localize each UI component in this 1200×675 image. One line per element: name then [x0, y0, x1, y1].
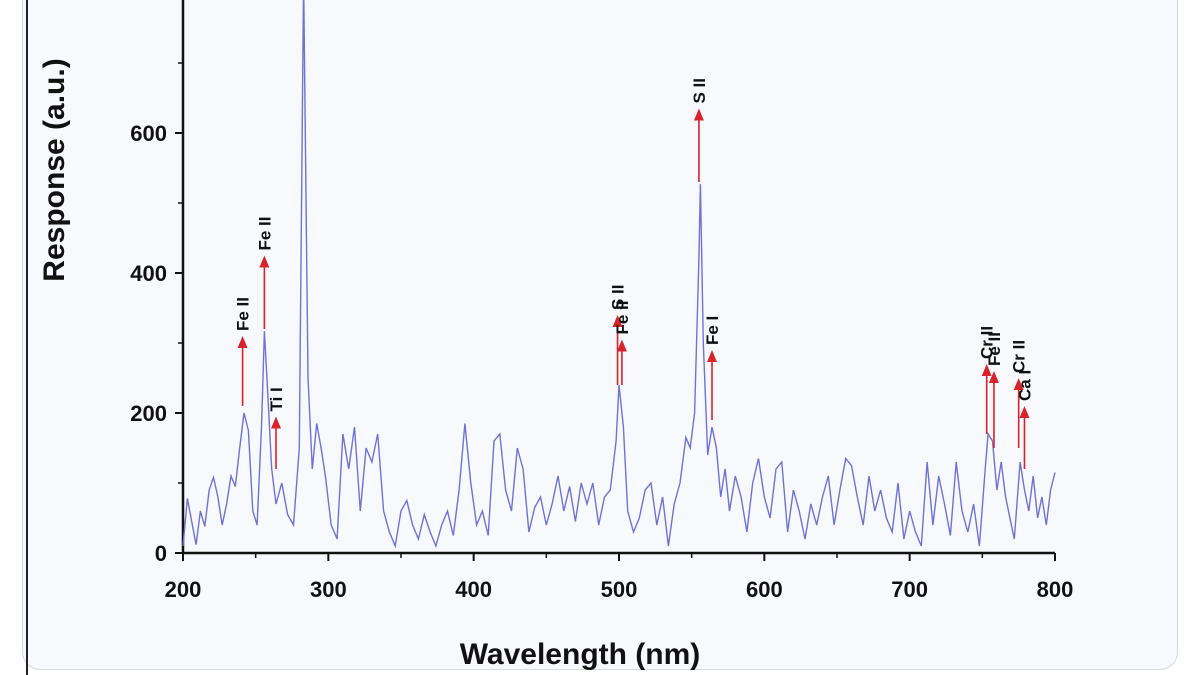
peak-label: Ti I	[267, 387, 286, 411]
x-tick-label: 400	[455, 577, 492, 602]
annotation-arrow-head	[693, 108, 704, 121]
peak-label: Fe II	[234, 297, 253, 331]
x-tick-label: 300	[310, 577, 347, 602]
peak-label: Fe II	[613, 300, 632, 334]
annotation-arrow-head	[616, 339, 627, 352]
thread-line	[26, 0, 28, 675]
peak-label: Fe I	[703, 316, 722, 345]
x-tick-label: 600	[746, 577, 783, 602]
peak-label: Cr II	[1010, 340, 1029, 373]
annotation-arrow-head	[1019, 406, 1030, 418]
peak-label: S II	[690, 78, 709, 104]
annotation-arrow-head	[1013, 378, 1024, 390]
peak-label: Fe II	[985, 332, 1004, 366]
peak-label: Cr II	[978, 326, 997, 359]
annotation-arrow-head	[612, 315, 623, 327]
peak-annotation: S II	[609, 284, 628, 385]
annotation-arrow-head	[981, 364, 992, 376]
y-tick-label: 200	[130, 401, 167, 426]
chart-axes: 200 300 400 500 600 700 800 0 200 400 600	[130, 0, 1073, 602]
annotation-arrow-head	[707, 350, 718, 362]
y-axis-title: Response (a.u.)	[38, 58, 71, 281]
peak-annotation: Fe II	[613, 300, 632, 385]
annotation-arrow-head	[271, 416, 282, 429]
peak-annotation: S II	[690, 78, 709, 182]
peak-annotation: Cr II	[1010, 340, 1029, 448]
x-tick-label: 800	[1037, 577, 1074, 602]
spectrum-line	[182, 0, 1056, 549]
peak-label: S II	[609, 284, 628, 310]
annotation-arrow-head	[259, 255, 270, 268]
y-tick-label: 600	[130, 121, 167, 146]
x-axis-title: Wavelength (nm)	[460, 638, 701, 671]
peak-annotation: Fe II	[234, 297, 253, 406]
peak-annotation: Ti I	[267, 387, 286, 469]
post-card	[22, 0, 1178, 670]
peak-annotation: Fe II	[255, 216, 274, 329]
peak-annotation: Ca I	[1015, 370, 1034, 469]
peak-annotation: Fe II	[985, 332, 1004, 448]
annotation-arrow-head	[988, 371, 999, 383]
x-tick-label: 200	[165, 577, 202, 602]
peak-label: Ca I	[1015, 370, 1034, 401]
x-tick-label: 500	[601, 577, 638, 602]
peak-annotation: Fe I	[703, 316, 722, 420]
y-tick-label: 400	[130, 261, 167, 286]
y-tick-label: 0	[155, 541, 167, 566]
peak-label: Fe II	[255, 216, 274, 250]
peak-annotation: Cr II	[978, 326, 997, 434]
annotation-arrow-head	[237, 336, 248, 348]
x-tick-label: 700	[891, 577, 928, 602]
